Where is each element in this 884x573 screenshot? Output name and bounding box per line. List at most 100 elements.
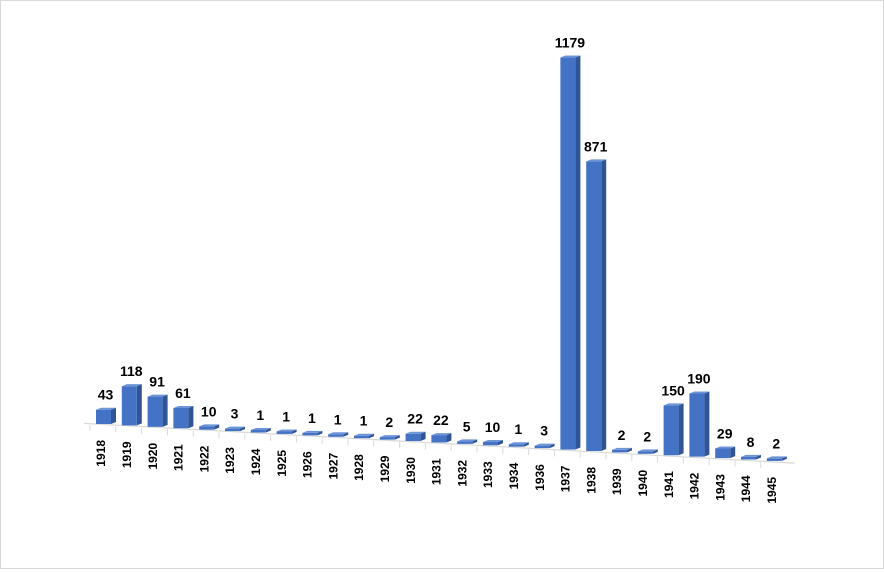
x-tick-labels: 1918 1919 1920 1921 1922 1923 1924 1925 1926 1927… [94, 440, 779, 504]
bar-top [147, 394, 168, 397]
bar-side [601, 159, 607, 451]
x-tick-label: 1919 [120, 441, 134, 468]
data-label: 22 [407, 411, 423, 427]
data-label: 91 [149, 374, 165, 390]
bar-1920 [147, 394, 168, 427]
data-label: 1 [334, 411, 342, 427]
bar-front [328, 434, 344, 437]
bar-top [457, 439, 478, 442]
bar-side [575, 55, 581, 450]
bar-front [250, 430, 266, 433]
bar-side [730, 446, 736, 459]
bar-top [354, 433, 374, 436]
bar-front [534, 445, 550, 449]
bar-side [523, 442, 529, 447]
x-tick-label: 1939 [610, 468, 624, 495]
bar-top [276, 429, 297, 432]
data-label: 1 [256, 407, 264, 423]
bar-front [586, 161, 602, 451]
x-tick-label: 1942 [688, 472, 702, 499]
bar-front [225, 428, 240, 432]
bar-front [715, 448, 731, 459]
bar-top [663, 403, 684, 406]
bar-1931 [431, 433, 452, 443]
bar-side [627, 447, 632, 453]
x-tick-label: 1943 [713, 474, 727, 501]
bar-side [420, 431, 426, 442]
bar-front [379, 437, 395, 440]
x-tick-label: 1929 [378, 455, 392, 482]
bar-1929 [379, 435, 400, 440]
bar-side [394, 435, 400, 440]
x-tick-label: 1934 [507, 462, 521, 489]
x-tick-label: 1926 [301, 451, 315, 478]
x-tick-label: 1933 [481, 461, 495, 488]
bar-side [214, 424, 220, 430]
bar-front [199, 426, 215, 430]
bar-front [457, 441, 473, 444]
bar-side [756, 454, 761, 460]
data-label: 43 [98, 387, 114, 403]
bar-side [472, 439, 478, 444]
bar-1933 [483, 439, 503, 446]
bar-1921 [173, 405, 194, 429]
bar-1928 [354, 433, 374, 439]
bar-side [678, 403, 684, 456]
data-label: 1179 [555, 35, 586, 51]
data-label: 2 [618, 427, 626, 443]
bar-front [663, 405, 679, 456]
bar-top [405, 431, 426, 434]
x-tick-label: 1923 [223, 447, 237, 474]
bar-1919 [121, 384, 142, 426]
bar-side [317, 430, 323, 436]
bar-front [276, 431, 292, 434]
data-label: 10 [201, 403, 217, 419]
bar-1927 [328, 432, 349, 437]
bar-1923 [225, 426, 245, 432]
bar-front [508, 444, 524, 447]
bar-1939 [612, 447, 632, 453]
bar-front [612, 449, 627, 453]
data-label: 5 [463, 418, 471, 434]
x-axis-line [83, 422, 795, 464]
data-label: 10 [485, 419, 501, 435]
bar-side [136, 384, 142, 426]
bar-1930 [405, 431, 426, 442]
bar-top [741, 454, 761, 457]
x-tick-label: 1920 [146, 443, 160, 470]
x-tick-label: 1940 [636, 470, 650, 497]
bar-1938 [586, 159, 607, 451]
data-label: 2 [385, 414, 393, 430]
bar-side [446, 433, 452, 443]
x-tick-label: 1937 [559, 465, 573, 492]
x-tick-label: 1932 [455, 460, 469, 487]
bar-front [302, 432, 318, 436]
bar-1940 [637, 449, 658, 454]
bar-side [498, 439, 503, 446]
data-label: 190 [687, 370, 711, 386]
bar-top [225, 426, 245, 429]
bar-side [343, 432, 349, 437]
data-label: 2 [643, 428, 651, 444]
x-tick-label: 1945 [765, 477, 779, 504]
x-tick-label: 1930 [404, 457, 418, 484]
bar-top [766, 456, 787, 459]
data-label: 3 [540, 423, 548, 439]
bar-top [560, 55, 581, 58]
bar-1926 [302, 430, 323, 436]
bar-1944 [741, 454, 761, 460]
bar-top [121, 384, 142, 387]
data-label: 871 [584, 138, 608, 154]
bar-side [188, 405, 194, 429]
bar-front [96, 409, 111, 424]
bar-front [766, 458, 782, 461]
x-tick-label: 1922 [197, 445, 211, 472]
bar-side [291, 429, 297, 434]
bar-top [379, 435, 400, 438]
data-label: 22 [433, 412, 449, 428]
bar-front [483, 441, 498, 446]
bar-1937 [560, 55, 581, 450]
bar-front [354, 435, 369, 439]
